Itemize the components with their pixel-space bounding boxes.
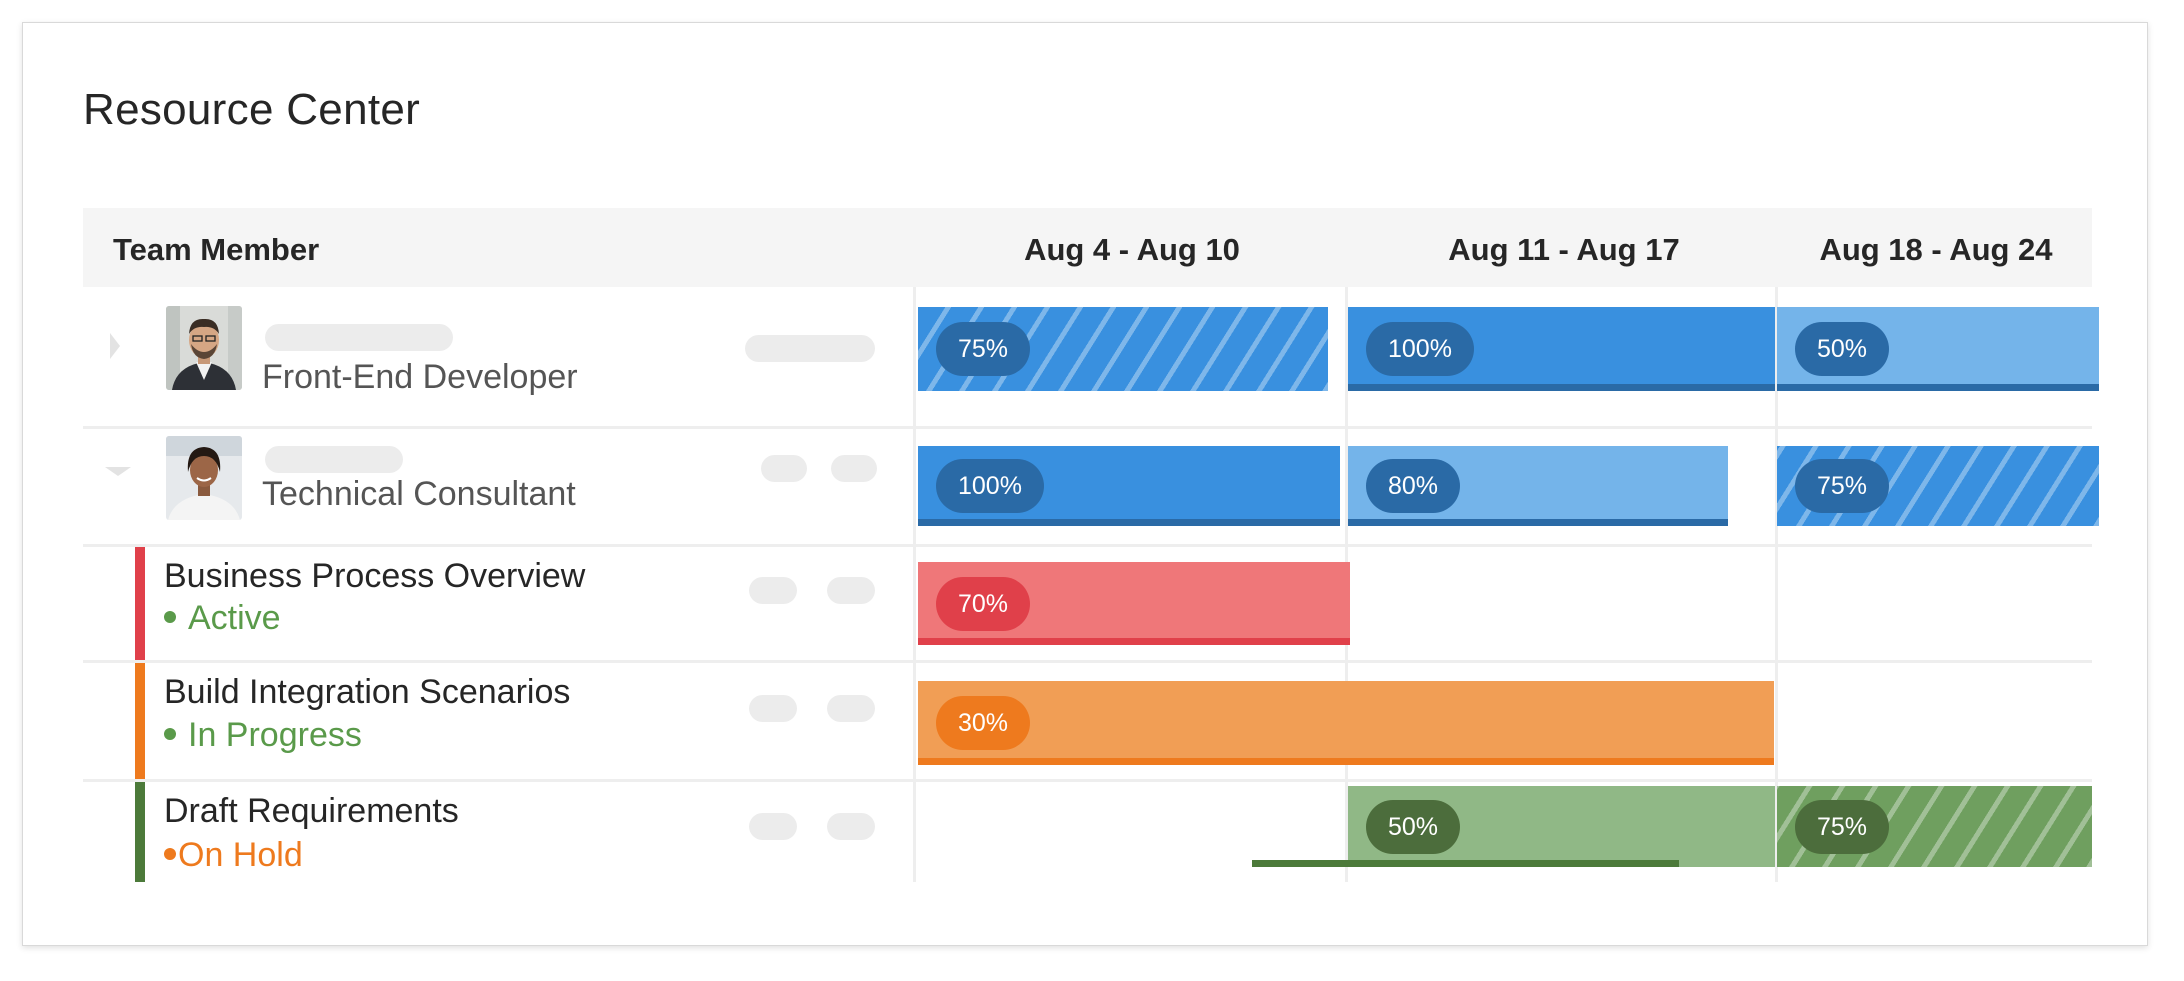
action-placeholder [749,695,797,722]
avatar [166,436,242,520]
allocation-underline [1252,860,1348,867]
allocation-bar[interactable]: 50% [1348,786,1775,867]
page-title: Resource Center [83,85,421,134]
grid-divider [83,426,2092,429]
allocation-underline [1777,384,2099,391]
resource-center-card: Resource Center Team Member Aug 4 - Aug … [22,22,2148,946]
grid-divider [83,779,2092,782]
member-row[interactable]: Technical Consultant 100% 80% 75% [83,429,2099,544]
allocation-badge: 100% [1366,322,1474,376]
task-status: In Progress [164,716,362,755]
allocation-badge: 75% [1795,799,1890,854]
action-placeholder [827,695,875,722]
allocation-badge: 75% [1795,459,1890,513]
member-role: Front-End Developer [262,358,578,396]
task-name: Business Process Overview [164,557,586,595]
allocation-underline [1348,519,1728,526]
action-placeholder [745,335,875,362]
allocation-bar[interactable]: 30% [918,681,1774,765]
allocation-underline [1348,384,1775,391]
task-row[interactable]: Draft Requirements On Hold 50% 75% [83,782,2092,882]
task-status: On Hold [164,836,303,875]
allocation-bar[interactable]: 75% [918,307,1328,391]
action-placeholder [749,577,797,604]
action-placeholder [761,455,807,482]
allocation-badge: 70% [936,576,1031,631]
task-row[interactable]: Business Process Overview Active 70% [83,547,2092,660]
task-name: Build Integration Scenarios [164,673,571,711]
grid-divider [1775,287,1778,882]
member-role: Technical Consultant [262,475,576,513]
expand-caret-icon[interactable] [110,333,120,359]
action-placeholder [831,455,877,482]
avatar [166,306,242,390]
column-header-week-2: Aug 11 - Aug 17 [1448,232,1680,267]
action-placeholder [827,813,875,840]
column-header-week-1: Aug 4 - Aug 10 [1024,232,1240,267]
column-header-team-member: Team Member [113,232,320,267]
name-placeholder [265,446,403,473]
allocation-bar[interactable]: 75% [1777,446,2099,526]
status-dot [164,848,176,860]
allocation-bar[interactable]: 100% [1348,307,1775,391]
allocation-badge: 75% [936,322,1031,376]
allocation-badge: 100% [936,459,1044,513]
allocation-underline [918,758,1774,765]
task-accent [135,663,145,779]
collapse-caret-icon[interactable] [105,467,131,476]
status-dot [164,611,176,623]
allocation-underline [918,638,1350,645]
task-name: Draft Requirements [164,792,459,830]
resource-grid: Team Member Aug 4 - Aug 10 Aug 11 - Aug … [83,208,2099,882]
allocation-underline [918,519,1340,526]
status-label: Active [188,599,281,637]
task-accent [135,547,145,660]
allocation-underline [1348,860,1679,867]
grid-divider [83,660,2092,663]
status-dot [164,728,176,740]
column-header-week-3: Aug 18 - Aug 24 [1819,232,2053,267]
allocation-bar[interactable]: 100% [918,446,1340,526]
grid-divider [913,287,916,882]
task-status: Active [164,599,281,638]
name-placeholder [265,324,453,351]
task-row[interactable]: Build Integration Scenarios In Progress … [83,663,2092,779]
action-placeholder [749,813,797,840]
allocation-badge: 30% [936,696,1031,750]
allocation-bar[interactable]: 80% [1348,446,1728,526]
task-accent [135,782,145,882]
allocation-bar[interactable]: 50% [1777,307,2099,391]
grid-header [83,208,2092,287]
allocation-badge: 50% [1366,799,1461,854]
grid-divider [83,544,2092,547]
allocation-bar[interactable]: 75% [1777,786,2092,867]
status-label: In Progress [188,716,362,754]
status-label: On Hold [178,836,303,874]
member-row[interactable]: Front-End Developer 75% 100% 50% [83,287,2099,426]
action-placeholder [827,577,875,604]
allocation-badge: 80% [1366,459,1461,513]
allocation-bar[interactable]: 70% [918,562,1350,645]
allocation-badge: 50% [1795,322,1890,376]
